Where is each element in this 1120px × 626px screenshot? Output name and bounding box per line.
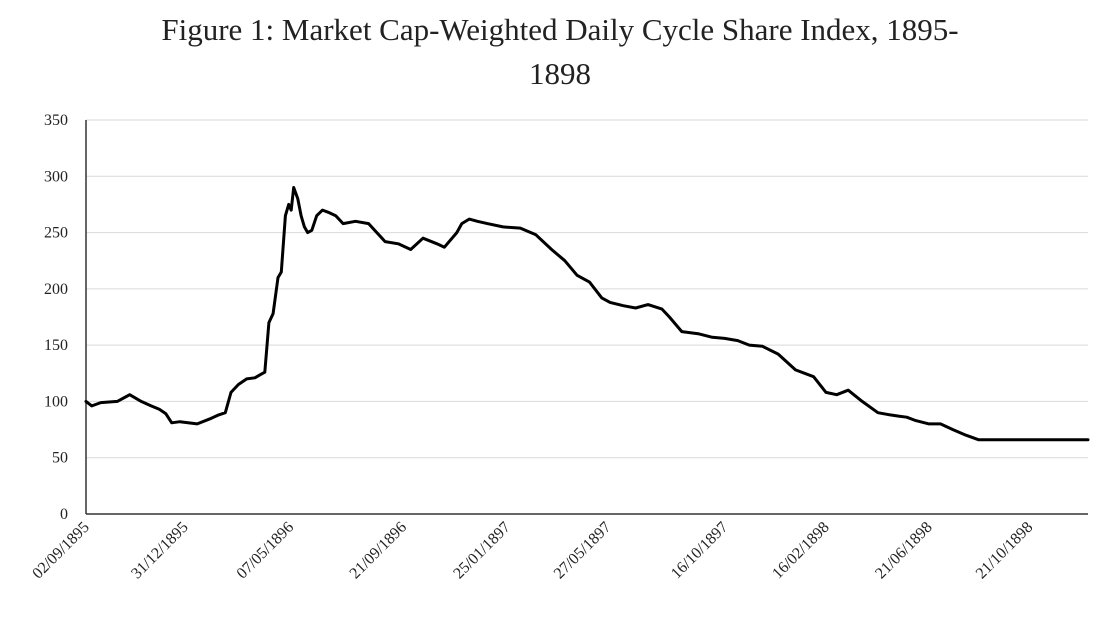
x-tick-label: 25/01/1897: [450, 519, 514, 583]
chart-title-line-1: Figure 1: Market Cap-Weighted Daily Cycl…: [161, 12, 959, 47]
x-tick-label: 27/05/1897: [551, 519, 615, 583]
chart-title-line-2: 1898: [529, 56, 591, 91]
gridlines: [86, 119, 1088, 459]
y-tick-label: 150: [44, 337, 68, 354]
series-group: [84, 186, 1090, 442]
x-tick-label: 16/02/1898: [769, 519, 833, 583]
y-tick-label: 50: [52, 450, 68, 467]
axes: [85, 120, 1088, 515]
y-tick-label: 350: [44, 112, 68, 129]
y-tick-label: 200: [44, 281, 68, 298]
x-tick-label: 21/09/1896: [347, 519, 411, 583]
x-tick-label: 21/10/1898: [973, 519, 1037, 583]
x-tick-label: 31/12/1895: [128, 519, 192, 583]
x-tick-label: 07/05/1896: [234, 519, 298, 583]
series-line-0: [84, 186, 1090, 442]
x-tick-label: 02/09/1895: [29, 519, 93, 583]
x-axis-ticks: 02/09/1895 31/12/1895 07/05/1896 21/09/1896…: [29, 519, 1036, 583]
x-tick-label: 21/06/1898: [872, 519, 936, 583]
chart-title: Figure 1: Market Cap-Weighted Daily Cycl…: [0, 8, 1120, 96]
y-tick-label: 100: [44, 393, 68, 410]
y-axis-ticks: 0 50 100 150 200 250 300 350: [44, 112, 68, 523]
x-tick-label: 16/10/1897: [668, 519, 732, 583]
y-tick-label: 250: [44, 225, 68, 242]
y-tick-label: 0: [60, 506, 68, 523]
y-tick-label: 300: [44, 168, 68, 185]
